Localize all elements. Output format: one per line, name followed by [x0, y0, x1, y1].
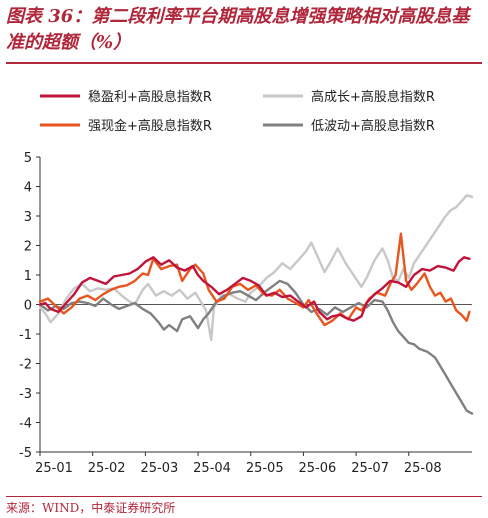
x-tick-label: 25-04 [193, 461, 231, 476]
y-tick-label: 2 [24, 240, 32, 255]
x-axis: 25-01 25-02 25-03 25-04 25-05 25-06 25-07 25-08 [35, 304, 472, 476]
legend-label-1: 高成长+高股息指数R [311, 89, 435, 105]
figure-title: 图表 36：第二段利率平台期高股息增强策略相对高股息基准的超额（%） [6, 6, 470, 53]
y-tick-label: -4 [19, 417, 32, 432]
x-tick-label: 25-06 [299, 461, 337, 476]
x-tick-label: 25-05 [246, 461, 284, 476]
y-tick-label: 0 [24, 299, 32, 314]
x-tick-label: 25-07 [351, 461, 389, 476]
y-tick-label: 4 [24, 181, 32, 196]
series-line-1 [38, 194, 474, 342]
y-tick-label: 5 [24, 151, 32, 166]
line-chart: 稳盈利+高股息指数R 高成长+高股息指数R 强现金+高股息指数R 低波动+高股息指数R… [19, 89, 474, 476]
y-tick-label: -3 [19, 387, 32, 402]
legend-label-0: 稳盈利+高股息指数R [88, 89, 212, 105]
y-tick-label: 3 [24, 210, 32, 225]
series-line-2 [38, 232, 471, 327]
series-line-3 [38, 279, 474, 415]
source-note: 来源：WIND，中泰证券研究所 [6, 501, 176, 515]
y-tick-label: -5 [19, 446, 32, 461]
legend-label-3: 低波动+高股息指数R [311, 118, 435, 134]
x-tick-label: 25-02 [88, 461, 126, 476]
y-tick-label: -1 [19, 328, 32, 343]
title-divider [6, 62, 482, 64]
series-line-0 [38, 256, 471, 322]
y-axis: 5 4 3 2 1 0 -1 -2 -3 -4 -5 [19, 151, 41, 461]
chart-legend: 稳盈利+高股息指数R 高成长+高股息指数R 强现金+高股息指数R 低波动+高股息指数R [40, 89, 435, 134]
x-tick-label: 25-03 [140, 461, 178, 476]
source-divider [6, 496, 482, 497]
plot-area [38, 194, 474, 415]
y-tick-label: -2 [19, 358, 32, 373]
y-tick-label: 1 [24, 269, 32, 284]
x-tick-label: 25-08 [404, 461, 442, 476]
legend-label-2: 强现金+高股息指数R [88, 118, 212, 134]
x-tick-label: 25-01 [35, 461, 73, 476]
